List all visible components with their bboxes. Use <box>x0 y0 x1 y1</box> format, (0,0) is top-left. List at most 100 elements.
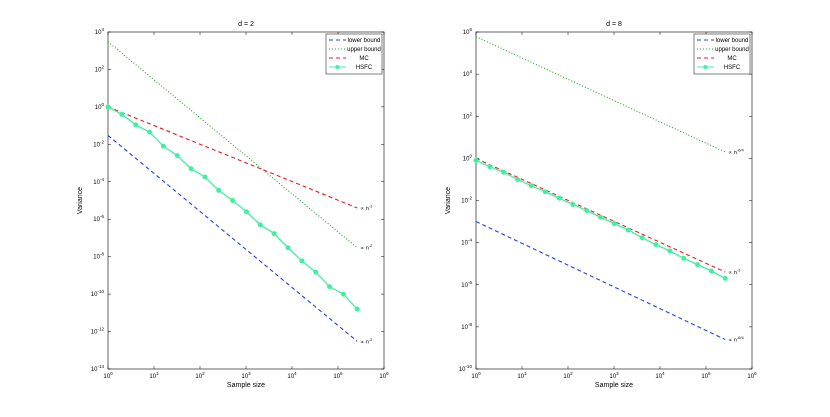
x-tick-label: 102 <box>563 371 573 380</box>
data-point-hsfc <box>160 143 166 149</box>
series-line-lower-bound <box>107 134 358 342</box>
data-point-hsfc <box>528 183 534 189</box>
data-point-hsfc <box>105 104 111 110</box>
x-tick-label: 103 <box>241 371 251 380</box>
data-point-hsfc <box>584 208 590 214</box>
y-tick-exponent: 2 <box>101 64 104 69</box>
x-tick-label: 100 <box>471 371 481 380</box>
data-point-hsfc <box>653 242 659 248</box>
y-tick-exponent: -8 <box>468 322 472 327</box>
slope-annotation: ∝ n-2 <box>360 337 373 346</box>
data-point-hsfc <box>625 227 631 233</box>
legend-label-hsfc: HSFC <box>356 65 373 71</box>
data-point-hsfc <box>243 209 249 215</box>
data-point-hsfc <box>667 248 673 254</box>
slope-exponent: -1 <box>369 203 373 208</box>
data-point-hsfc <box>216 187 222 193</box>
y-tick-exponent: -12 <box>97 327 104 332</box>
y-tick-label: 10-8 <box>93 252 104 261</box>
series-line-lower-bound <box>475 221 726 341</box>
data-point-hsfc <box>257 222 263 228</box>
data-point-hsfc <box>473 157 479 163</box>
data-point-hsfc <box>639 235 645 241</box>
data-point-hsfc <box>271 231 277 237</box>
chart-title: d = 2 <box>238 21 254 28</box>
data-point-hsfc <box>570 201 576 207</box>
x-tick-exponent: 1 <box>524 371 527 376</box>
data-point-hsfc <box>598 214 604 220</box>
data-point-hsfc <box>327 284 333 290</box>
x-tick-exponent: 5 <box>708 371 711 376</box>
data-point-hsfc <box>174 153 180 159</box>
y-tick-exponent: 0 <box>101 102 104 107</box>
data-point-hsfc <box>695 262 701 268</box>
data-point-hsfc <box>542 189 548 195</box>
x-tick-label: 102 <box>195 371 205 380</box>
y-tick-exponent: -8 <box>100 252 104 257</box>
y-tick-label: 104 <box>463 69 473 78</box>
x-tick-label: 100 <box>103 371 113 380</box>
legend: lower bound upper bound MC HSFC <box>693 33 751 75</box>
data-point-hsfc <box>313 269 319 275</box>
x-tick-label: 106 <box>747 371 757 380</box>
data-point-hsfc <box>487 164 493 170</box>
slope-exponent: -2 <box>369 243 373 248</box>
y-tick-label: 10-10 <box>91 289 105 298</box>
y-tick-exponent: 4 <box>101 27 104 32</box>
y-tick-label: 10-6 <box>461 280 472 289</box>
slope-exponent: -6/4 <box>737 148 745 153</box>
y-tick-exponent: -6 <box>100 214 104 219</box>
data-point-hsfc <box>188 166 194 172</box>
data-point-hsfc <box>230 198 236 203</box>
x-tick-label: 106 <box>379 371 389 380</box>
x-tick-exponent: 4 <box>294 371 297 376</box>
y-tick-exponent: 0 <box>469 153 472 158</box>
x-tick-exponent: 1 <box>156 371 159 376</box>
data-point-hsfc <box>501 169 507 175</box>
data-point-hsfc <box>285 245 291 251</box>
y-tick-exponent: -14 <box>97 364 104 369</box>
data-point-hsfc <box>354 306 360 312</box>
y-tick-label: 10-12 <box>91 327 105 336</box>
y-tick-label: 100 <box>95 102 105 111</box>
y-tick-exponent: -2 <box>100 139 104 144</box>
x-tick-label: 104 <box>287 371 297 380</box>
y-tick-label: 10-2 <box>93 139 104 148</box>
legend-label-lower-bound: lower bound <box>348 38 381 44</box>
x-tick-exponent: 2 <box>570 371 573 376</box>
y-tick-exponent: 2 <box>469 111 472 116</box>
x-tick-exponent: 3 <box>248 371 251 376</box>
slope-annotation: ∝ n-6/4 <box>728 148 744 157</box>
legend: lower bound upper bound MC HSFC <box>325 33 383 75</box>
x-tick-exponent: 2 <box>202 371 205 376</box>
legend-label-mc: MC <box>359 56 369 62</box>
y-tick-label: 104 <box>95 27 105 36</box>
legend-marker-hsfc <box>335 65 340 69</box>
x-tick-exponent: 4 <box>662 371 665 376</box>
y-tick-label: 10-4 <box>461 238 472 247</box>
y-tick-exponent: -6 <box>468 280 472 285</box>
y-tick-label: 10-2 <box>461 196 472 205</box>
x-tick-exponent: 6 <box>754 371 757 376</box>
y-tick-label: 10-8 <box>461 322 472 331</box>
legend-label-upper-bound: upper bound <box>347 47 381 53</box>
x-tick-exponent: 6 <box>386 371 389 376</box>
legend-label-hsfc: HSFC <box>724 65 741 71</box>
x-tick-label: 101 <box>149 371 159 380</box>
data-point-hsfc <box>147 129 153 135</box>
slope-exponent: -1 <box>737 268 741 273</box>
x-tick-exponent: 3 <box>616 371 619 376</box>
data-point-hsfc <box>340 291 346 297</box>
x-tick-label: 103 <box>609 371 619 380</box>
x-tick-exponent: 5 <box>340 371 343 376</box>
chart-title: d = 8 <box>606 21 622 28</box>
y-tick-label: 10-14 <box>91 364 105 373</box>
slope-exponent: -2 <box>369 337 373 342</box>
y-tick-label: 102 <box>95 64 105 73</box>
x-axis-label: Sample size <box>227 382 265 389</box>
y-tick-label: 10-4 <box>93 177 104 186</box>
data-point-hsfc <box>611 221 617 227</box>
